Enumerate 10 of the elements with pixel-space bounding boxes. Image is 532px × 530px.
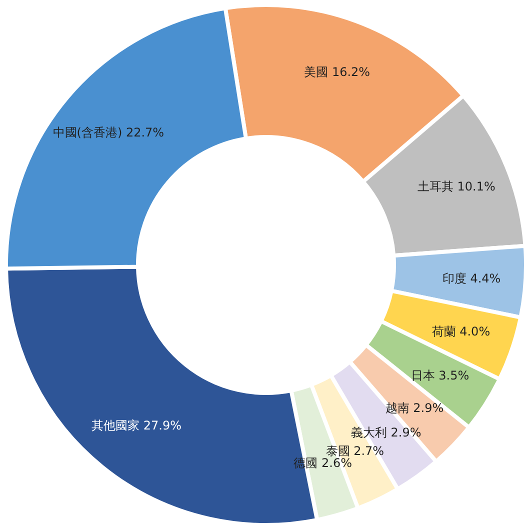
slice-label: 義大利 2.9% xyxy=(350,426,422,440)
slice-label: 土耳其 10.1% xyxy=(417,180,496,194)
slice-label: 印度 4.4% xyxy=(442,272,501,286)
slice-label: 日本 3.5% xyxy=(410,368,470,382)
slice-label: 其他國家 27.9% xyxy=(92,418,182,432)
slice-label: 泰國 2.7% xyxy=(326,444,384,458)
slice-label: 美國 16.2% xyxy=(304,64,370,79)
slice-label: 越南 2.9% xyxy=(385,400,444,415)
slice-label: 中國(含香港) 22.7% xyxy=(52,126,164,140)
slice-label: 荷蘭 4.0% xyxy=(432,324,490,339)
